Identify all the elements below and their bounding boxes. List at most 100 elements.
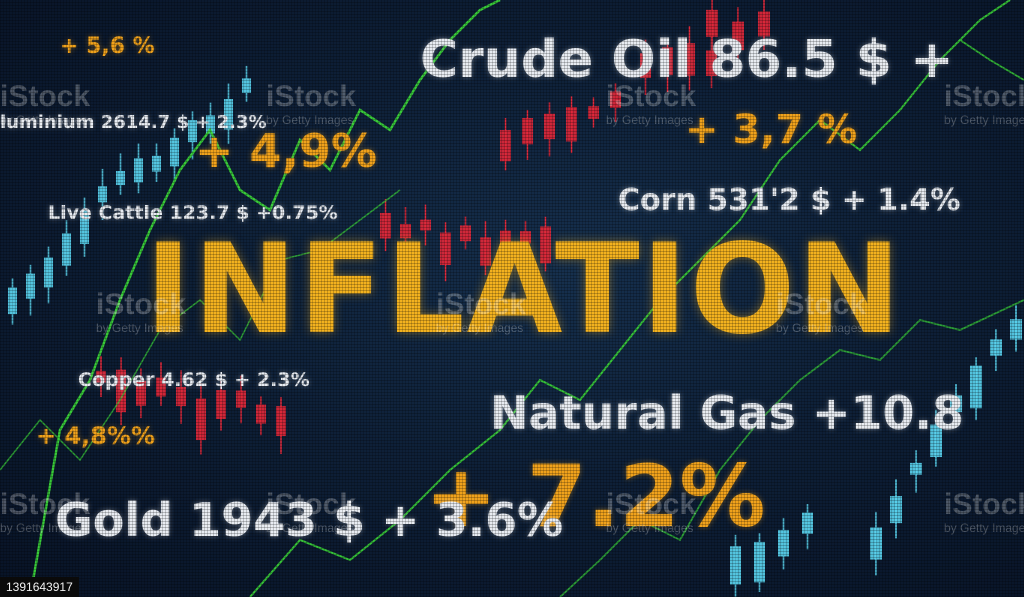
candle-body xyxy=(236,390,246,408)
candle-body xyxy=(26,273,35,299)
candle-body xyxy=(662,47,673,76)
candle-body xyxy=(224,99,233,130)
watermark-credit: by Getty Images xyxy=(0,113,88,127)
candle-body xyxy=(732,21,744,51)
watermark-brand: iStock xyxy=(0,80,91,113)
natural-gas-ticker: Natural Gas +10.8 xyxy=(490,386,965,440)
crude-oil-ticker: Crude Oil 86.5 $ + xyxy=(420,30,954,90)
candle-body xyxy=(96,370,106,383)
watermark-brand: iStock xyxy=(606,80,697,113)
watermark-brand: iStock xyxy=(944,80,1024,113)
candle-body xyxy=(950,395,962,413)
candle-body xyxy=(116,369,126,413)
candle-body xyxy=(778,529,789,557)
watermark-brand: iStock xyxy=(266,80,357,113)
inflation-headline: INFLATION xyxy=(145,218,903,362)
corn-ticker: Corn 531'2 $ + 1.4% xyxy=(618,183,961,218)
watermark-credit: by Getty Images xyxy=(606,521,694,535)
candle-body xyxy=(610,91,621,108)
candle-body xyxy=(970,365,982,409)
crude-oil-change: + 3,7 % xyxy=(685,107,858,153)
candle-body xyxy=(754,541,765,583)
candle-body xyxy=(522,118,533,145)
candle-body xyxy=(540,226,551,264)
watermark-brand: iStock xyxy=(436,288,527,321)
watermark-credit: by Getty Images xyxy=(266,521,354,535)
watermark-brand: iStock xyxy=(944,488,1024,521)
candle-body xyxy=(500,130,511,162)
candle-body xyxy=(256,404,266,424)
natural-gas-change: + 7.2% xyxy=(425,447,766,547)
candle-body xyxy=(176,386,186,407)
watermark-brand: iStock xyxy=(96,288,187,321)
candle-body xyxy=(890,496,902,524)
watermark-credit: by Getty Images xyxy=(944,521,1024,535)
trend-line xyxy=(28,0,501,597)
candle-body xyxy=(242,78,251,94)
aluminium-ticker: luminium 2614.7 $ + 2.3% xyxy=(0,112,267,133)
candle-body xyxy=(380,212,391,239)
candle-body xyxy=(802,512,813,534)
candle-body xyxy=(990,339,1002,356)
candle-body xyxy=(44,257,53,288)
candle-body xyxy=(520,231,531,244)
candle-body xyxy=(134,158,143,183)
candle-body xyxy=(170,137,179,167)
candle-body xyxy=(480,237,491,266)
candle-body xyxy=(684,43,695,76)
candle-body xyxy=(400,223,411,239)
candle-body xyxy=(500,230,511,258)
watermark-credit: by Getty Images xyxy=(436,321,524,335)
candle-body xyxy=(98,186,107,203)
copper-ticker: Copper 4.62 $ + 2.3% xyxy=(78,369,310,391)
candle-body xyxy=(460,225,471,242)
trend-line xyxy=(0,189,401,471)
candle-body xyxy=(930,424,942,458)
candle-body xyxy=(206,115,215,134)
candle-body xyxy=(188,120,197,143)
watermark-credit: by Getty Images xyxy=(776,321,864,335)
candle-body xyxy=(566,107,577,142)
aluminium-change: + 4,9% xyxy=(195,124,378,178)
candle-body xyxy=(544,113,555,140)
candle-body xyxy=(276,406,286,437)
watermark-credit: by Getty Images xyxy=(0,521,88,535)
candle-body xyxy=(420,219,431,231)
candle-body xyxy=(640,53,651,78)
candle-body xyxy=(152,155,161,172)
candle-body xyxy=(588,106,599,119)
trend-line xyxy=(249,0,1011,597)
watermark-brand: iStock xyxy=(0,488,91,521)
top-left-change: + 5,6 % xyxy=(60,34,155,59)
live-cattle-ticker: Live Cattle 123.7 $ +0.75% xyxy=(48,202,338,224)
trend-line xyxy=(959,39,1024,81)
candle-body xyxy=(80,211,89,244)
candle-body xyxy=(730,546,741,585)
watermark-brand: iStock xyxy=(776,288,867,321)
candle-body xyxy=(156,377,166,397)
candle-body xyxy=(116,170,125,186)
candle-body xyxy=(870,527,882,560)
watermark-credit: by Getty Images xyxy=(96,321,184,335)
watermark-brand: iStock xyxy=(266,488,357,521)
candle-body xyxy=(1010,319,1022,340)
watermark-credit: by Getty Images xyxy=(266,113,354,127)
candle-body xyxy=(706,50,717,76)
candle-body xyxy=(706,9,718,37)
candle-body xyxy=(136,380,146,406)
copper-change: + 4,8%% xyxy=(36,422,156,450)
watermark-brand: iStock xyxy=(606,488,697,521)
watermark-credit: by Getty Images xyxy=(944,113,1024,127)
candle-body xyxy=(62,233,71,266)
stock-id-label: 1391643917 xyxy=(0,577,79,597)
